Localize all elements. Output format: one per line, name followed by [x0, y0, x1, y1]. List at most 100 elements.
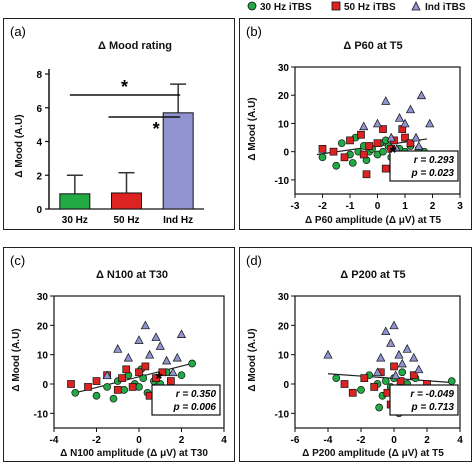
x-tick-label: -2 — [357, 435, 366, 446]
stats-r: r = 0.350 — [176, 389, 217, 400]
x-axis-label-d: Δ P200 amplitude (Δ μV) at T5 — [302, 448, 444, 459]
x-tick-label: -2 — [92, 435, 101, 446]
x-tick-label: 4 — [221, 435, 227, 446]
legend-label-ind: Ind iTBS — [425, 2, 466, 13]
chart-title-c: Δ N100 at T30 — [96, 269, 168, 281]
panel-c: (c) Δ N100 at T30 Δ Mood (A.U) Δ N100 am… — [3, 247, 235, 462]
point-30hz — [332, 374, 341, 382]
point-30hz — [337, 139, 346, 148]
point-ind — [102, 370, 112, 380]
point-30hz — [348, 159, 357, 167]
stats-r: r = 0.293 — [414, 155, 455, 166]
point-ind — [151, 332, 161, 341]
y-tick-label: 30 — [278, 63, 290, 74]
point-50hz — [390, 362, 398, 371]
chart-title-d: Δ P200 at T5 — [340, 269, 405, 281]
panel-label-a: (a) — [10, 24, 26, 39]
point-ind — [414, 364, 424, 374]
y-axis-label-c: Δ Mood (A.U) — [11, 328, 22, 391]
point-50hz — [167, 377, 175, 385]
stats-r: r = -0.049 — [410, 389, 454, 400]
point-30hz — [447, 377, 456, 385]
y-tick-label: 0 — [36, 205, 42, 216]
point-ind — [386, 338, 396, 347]
point-50hz — [67, 380, 75, 388]
point-ind — [411, 132, 421, 142]
scatter-plot-d: (d) Δ P200 at T5 Δ Mood (A.U) Δ P200 amp… — [246, 253, 463, 459]
x-tick-label: 2 — [179, 435, 185, 446]
point-50hz — [409, 371, 418, 380]
point-50hz — [348, 388, 357, 397]
legend-label-30hz: 30 Hz iTBS — [260, 2, 312, 13]
y-tick-label: 30 — [37, 292, 49, 303]
x-tick-label: 4 — [457, 435, 463, 446]
stats-box — [151, 384, 221, 416]
chart-title-b: Δ P60 at T5 — [343, 40, 402, 52]
plot-frame — [294, 295, 461, 429]
point-50hz — [329, 147, 338, 156]
point-30hz — [135, 383, 143, 391]
point-ind — [405, 104, 416, 114]
stats-p: p = 0.023 — [410, 168, 454, 179]
x-tick-label: Ind Hz — [163, 215, 193, 226]
x-tick-label: 0 — [391, 435, 397, 446]
point-ind — [381, 96, 391, 105]
y-axis-label-d: Δ Mood (A.U) — [247, 328, 258, 391]
point-50hz — [118, 374, 126, 382]
point-30hz — [379, 147, 387, 156]
bar — [59, 193, 91, 210]
point-50hz — [406, 139, 415, 148]
scatter-plot-c: (c) Δ N100 at T30 Δ Mood (A.U) Δ N100 am… — [10, 253, 227, 459]
y-tick-label: -10 — [34, 409, 49, 420]
x-tick-label: -4 — [324, 435, 333, 446]
point-50hz — [357, 130, 365, 139]
point-ind — [381, 326, 391, 336]
point-50hz — [379, 125, 387, 133]
stats-box — [389, 150, 459, 182]
point-ind — [155, 341, 165, 350]
panel-label-b: (b) — [246, 24, 262, 39]
point-50hz — [360, 374, 369, 382]
point-ind — [376, 352, 386, 362]
point-ind — [176, 329, 187, 338]
x-axis-label-c: Δ N100 amplitude (Δ μV) at T30 — [60, 448, 208, 459]
point-ind — [113, 344, 123, 353]
legend-label-50hz: 50 Hz iTBS — [344, 2, 396, 13]
point-30hz — [139, 374, 148, 382]
point-50hz — [362, 170, 371, 179]
bar — [162, 112, 194, 210]
point-ind — [416, 90, 427, 100]
significance-star: * — [153, 119, 160, 139]
point-30hz — [332, 161, 341, 170]
point-ind — [134, 335, 144, 344]
panel-a: (a) Δ Mood rating Δ Mood (A.U) 0 2 4 6 8 30 H… — [3, 18, 235, 230]
point-ind — [168, 367, 178, 377]
y-tick-label: 2 — [36, 171, 42, 182]
x-tick-label: 2 — [424, 435, 430, 446]
point-ind — [372, 367, 383, 377]
legend-marker-50hz — [331, 1, 341, 11]
point-30hz — [109, 394, 118, 403]
y-tick-label: 8 — [36, 70, 42, 81]
significance-star: * — [389, 143, 396, 163]
y-tick-label: 10 — [278, 119, 290, 130]
x-tick-label: -4 — [50, 435, 59, 446]
point-50hz — [113, 386, 122, 394]
y-tick-label: -10 — [275, 176, 290, 187]
point-30hz — [120, 386, 128, 394]
point-30hz — [375, 403, 383, 412]
point-ind — [397, 358, 407, 368]
x-tick-label: 2 — [430, 201, 436, 212]
point-ind — [359, 121, 369, 131]
x-tick-label: 50 Hz — [113, 215, 139, 226]
point-50hz — [318, 144, 327, 153]
panel-b: (b) Δ P60 at T5 Δ Mood (A.U) Δ P60 ampli… — [239, 18, 472, 230]
point-ind — [162, 355, 172, 365]
point-ind — [391, 370, 401, 380]
point-ind — [372, 118, 383, 128]
point-50hz — [135, 368, 143, 377]
point-50hz — [84, 383, 92, 391]
point-30hz — [92, 391, 101, 400]
x-tick-label: -6 — [291, 435, 300, 446]
trend-line — [327, 373, 452, 384]
